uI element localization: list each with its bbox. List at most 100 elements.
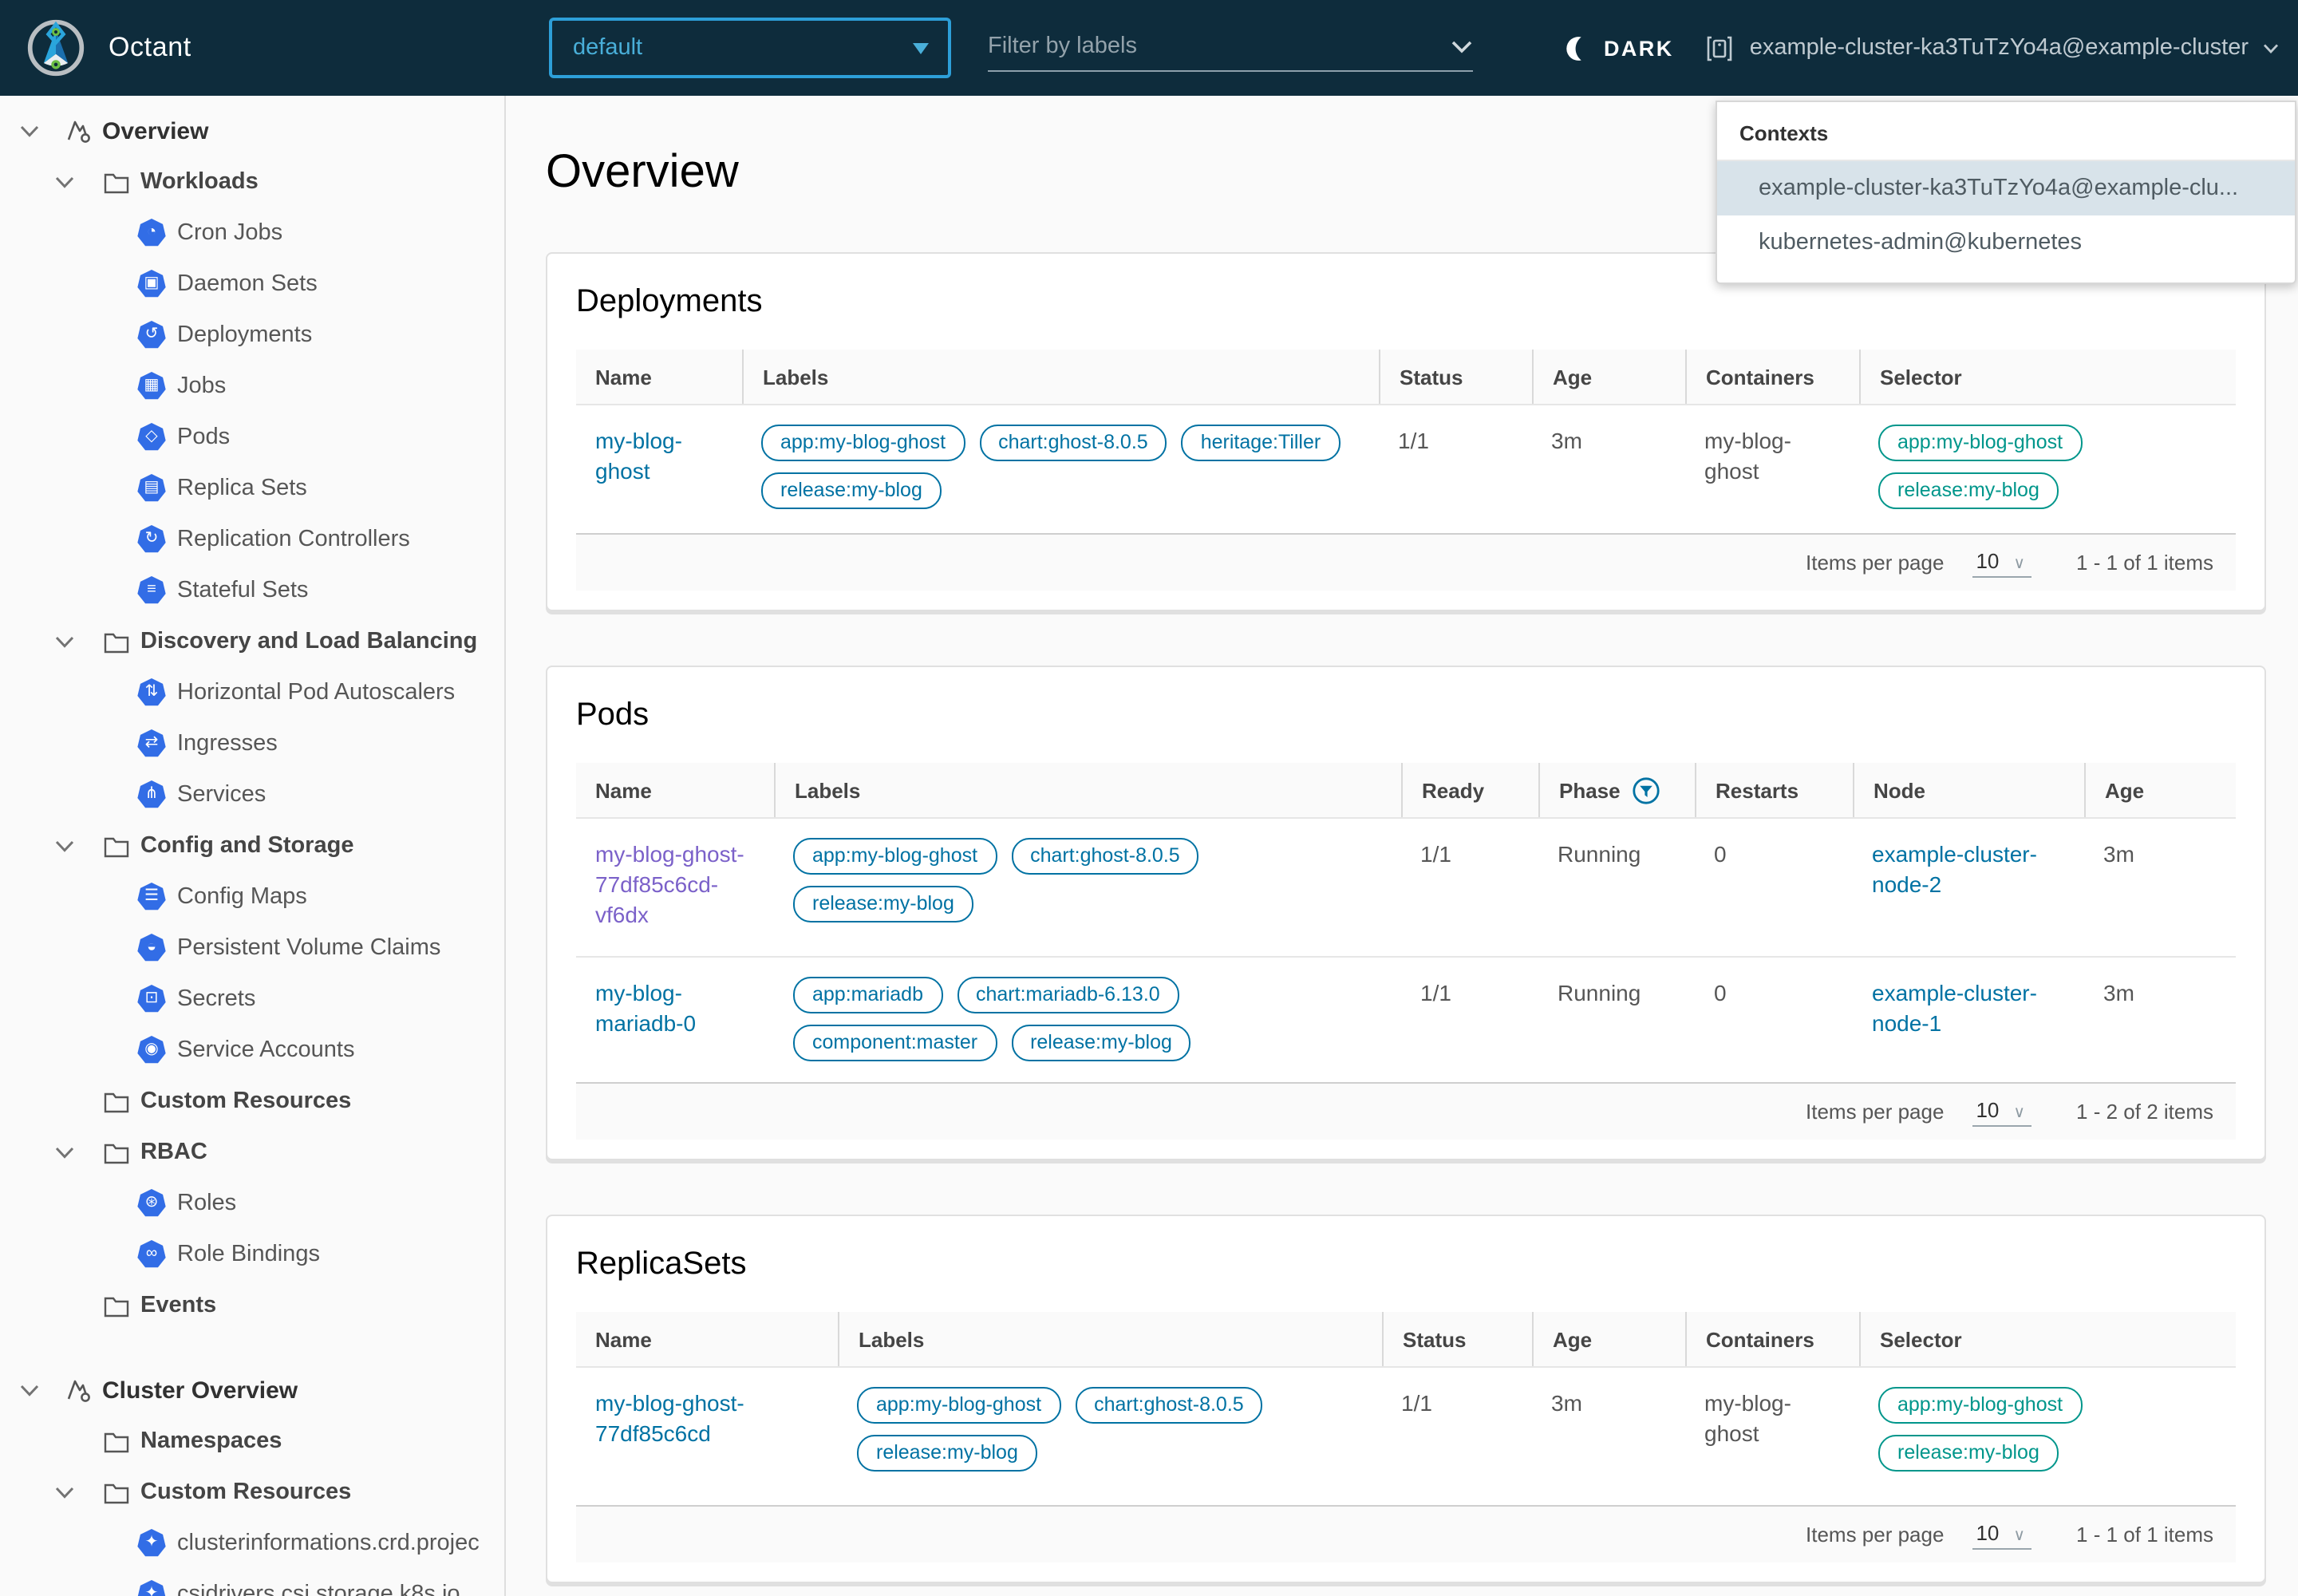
daemonsets-icon: ▣: [137, 270, 166, 298]
label-tag[interactable]: heritage:Tiller: [1181, 425, 1340, 461]
hpa-icon: ⇅: [137, 678, 166, 707]
pods-card: Pods Name Labels Ready Phase Restarts No…: [546, 666, 2266, 1160]
folder-icon: [102, 1089, 131, 1113]
context-selector-button[interactable]: example-cluster-ka3TuTzYo4a@example-clus…: [1705, 0, 2279, 96]
crd-icon: ✦: [137, 1529, 166, 1558]
label-filter-input[interactable]: Filter by labels: [988, 22, 1473, 72]
folder-icon: [102, 834, 131, 858]
selector-tag[interactable]: app:my-blog-ghost: [1878, 425, 2083, 461]
label-tag[interactable]: app:my-blog-ghost: [857, 1387, 1061, 1424]
label-filter-placeholder: Filter by labels: [988, 34, 1137, 59]
replicationcontrollers-icon: ↻: [137, 525, 166, 554]
label-tag[interactable]: chart:ghost-8.0.5: [979, 425, 1167, 461]
sidebar-item-cluster-overview[interactable]: Cluster Overview: [0, 1365, 504, 1416]
sidebar-item-custom-resources[interactable]: Custom Resources: [0, 1076, 504, 1127]
chevron-down-icon[interactable]: [54, 175, 77, 189]
secrets-icon: ⊡: [137, 985, 166, 1013]
label-tag[interactable]: chart:ghost-8.0.5: [1075, 1387, 1263, 1424]
namespace-select[interactable]: default: [549, 18, 951, 78]
sidebar-item-csidrivers-crd[interactable]: ✦ csidrivers.csi.storage.k8s.io: [0, 1569, 504, 1596]
containers-cell: my-blog-ghost: [1704, 428, 1791, 484]
label-tag[interactable]: release:my-blog: [793, 886, 973, 922]
table-row: my-blog-ghost app:my-blog-ghost chart:gh…: [576, 404, 2236, 533]
sidebar-item-deployments[interactable]: ↺ Deployments: [0, 310, 504, 361]
replicasets-card-title: ReplicaSets: [576, 1246, 747, 1282]
pod-name-link[interactable]: my-blog-mariadb-0: [595, 980, 697, 1036]
chevron-down-icon[interactable]: [19, 124, 41, 138]
label-tag[interactable]: chart:mariadb-6.13.0: [957, 977, 1179, 1013]
deployment-name-link[interactable]: my-blog-ghost: [595, 428, 682, 484]
crd-icon: ✦: [137, 1580, 166, 1596]
sidebar-item-discovery-load-balancing[interactable]: Discovery and Load Balancing: [0, 616, 504, 667]
context-option-selected[interactable]: example-cluster-ka3TuTzYo4a@example-clu.…: [1717, 161, 2295, 215]
moon-icon: [1564, 34, 1591, 61]
selector-tag[interactable]: app:my-blog-ghost: [1878, 1387, 2083, 1424]
sidebar-item-ingresses[interactable]: ⇄ Ingresses: [0, 718, 504, 769]
sidebar-item-cron-jobs[interactable]: ◔ Cron Jobs: [0, 207, 504, 259]
page-size-select[interactable]: 10 ∨: [1972, 1097, 2032, 1126]
theme-toggle-button[interactable]: DARK: [1564, 0, 1674, 96]
sidebar-item-daemon-sets[interactable]: ▣ Daemon Sets: [0, 259, 504, 310]
sidebar-item-stateful-sets[interactable]: ≡ Stateful Sets: [0, 565, 504, 616]
ready-cell: 1/1: [1420, 980, 1451, 1005]
column-header-node: Node: [1853, 763, 2084, 817]
label-tag[interactable]: release:my-blog: [1011, 1025, 1191, 1061]
deployments-card-title: Deployments: [576, 284, 763, 319]
sidebar-section-gap: [0, 1331, 504, 1365]
pod-name-link[interactable]: my-blog-ghost-77df85c6cd-vf6dx: [595, 841, 744, 927]
sidebar-item-horizontal-pod-autoscalers[interactable]: ⇅ Horizontal Pod Autoscalers: [0, 667, 504, 718]
sidebar-item-config-maps[interactable]: ☰ Config Maps: [0, 871, 504, 922]
sidebar-item-cluster-custom-resources[interactable]: Custom Resources: [0, 1467, 504, 1518]
sidebar-item-persistent-volume-claims[interactable]: ◒ Persistent Volume Claims: [0, 922, 504, 974]
chevron-down-icon[interactable]: [54, 634, 77, 649]
sidebar-item-clusterinformations-crd[interactable]: ✦ clusterinformations.crd.projec: [0, 1518, 504, 1569]
chevron-down-icon: ∨: [2013, 555, 2026, 572]
context-option[interactable]: kubernetes-admin@kubernetes: [1759, 230, 2083, 255]
selector-tag[interactable]: release:my-blog: [1878, 1435, 2059, 1472]
chevron-down-icon[interactable]: [19, 1383, 41, 1397]
chevron-down-icon[interactable]: [54, 1485, 77, 1499]
sidebar-item-events[interactable]: Events: [0, 1280, 504, 1331]
sidebar-item-namespaces[interactable]: Namespaces: [0, 1416, 504, 1467]
sidebar-item-service-accounts[interactable]: ◉ Service Accounts: [0, 1025, 504, 1076]
sidebar-item-jobs[interactable]: ▦ Jobs: [0, 361, 504, 412]
label-tag[interactable]: chart:ghost-8.0.5: [1011, 838, 1199, 875]
items-per-page-label: Items per page: [1806, 551, 1945, 575]
sidebar-item-replication-controllers[interactable]: ↻ Replication Controllers: [0, 514, 504, 565]
replicaset-name-link[interactable]: my-blog-ghost-77df85c6cd: [595, 1390, 744, 1446]
chevron-down-icon[interactable]: [54, 839, 77, 853]
label-tag[interactable]: app:my-blog-ghost: [793, 838, 997, 875]
sidebar-item-services[interactable]: ⋔ Services: [0, 769, 504, 820]
column-header-status: Status: [1379, 350, 1532, 404]
cronjobs-icon: ◔: [137, 219, 166, 247]
label-tag[interactable]: release:my-blog: [761, 472, 942, 509]
filter-icon[interactable]: [1633, 777, 1660, 804]
label-tag[interactable]: component:master: [793, 1025, 997, 1061]
context-dropdown-title: Contexts: [1717, 102, 2295, 161]
selector-tag[interactable]: release:my-blog: [1878, 472, 2059, 509]
label-tag[interactable]: app:mariadb: [793, 977, 942, 1013]
label-tag[interactable]: app:my-blog-ghost: [761, 425, 965, 461]
sidebar-item-secrets[interactable]: ⊡ Secrets: [0, 974, 504, 1025]
table-row: my-blog-ghost-77df85c6cd app:my-blog-gho…: [576, 1366, 2236, 1505]
page-size-select[interactable]: 10 ∨: [1972, 1520, 2032, 1549]
chevron-down-icon: ∨: [2013, 1104, 2026, 1121]
sidebar-item-config-and-storage[interactable]: Config and Storage: [0, 820, 504, 871]
replicasets-card: ReplicaSets Name Labels Status Age Conta…: [546, 1215, 2266, 1583]
sidebar-item-role-bindings[interactable]: ∞ Role Bindings: [0, 1229, 504, 1280]
sidebar-item-replica-sets[interactable]: ▤ Replica Sets: [0, 463, 504, 514]
label-tag[interactable]: release:my-blog: [857, 1435, 1037, 1472]
node-link[interactable]: example-cluster-node-1: [1872, 980, 2037, 1036]
chevron-down-icon[interactable]: [1451, 39, 1473, 53]
column-header-name: Name: [595, 365, 652, 389]
page-size-select[interactable]: 10 ∨: [1972, 548, 2032, 577]
node-link[interactable]: example-cluster-node-2: [1872, 841, 2037, 897]
sidebar-item-rbac[interactable]: RBAC: [0, 1127, 504, 1178]
chevron-down-icon[interactable]: [54, 1145, 77, 1159]
sidebar-item-workloads[interactable]: Workloads: [0, 156, 504, 207]
column-header-name: Name: [595, 1328, 652, 1352]
sidebar-item-pods[interactable]: ◇ Pods: [0, 412, 504, 463]
sidebar-item-roles[interactable]: ⊛ Roles: [0, 1178, 504, 1229]
caret-down-icon: [913, 42, 929, 53]
sidebar-item-overview[interactable]: Overview: [0, 105, 504, 156]
